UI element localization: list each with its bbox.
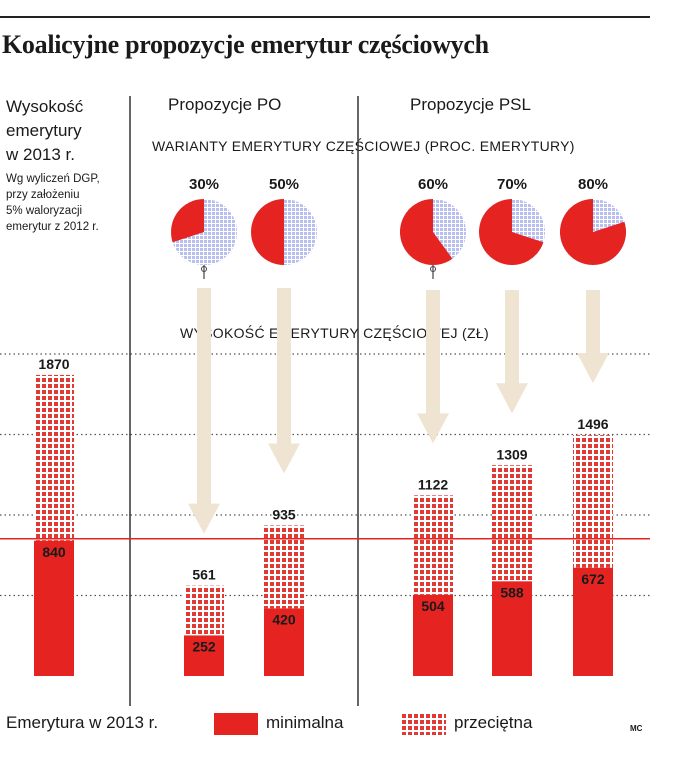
bar-minimal (264, 608, 304, 676)
grid-lines (0, 353, 650, 597)
legend-avg-label: przeciętna (454, 713, 533, 732)
left-panel-heading: Wysokość emerytury w 2013 r. (6, 97, 84, 164)
bar-label-minimal: 588 (500, 584, 524, 600)
bar-label-average: 1309 (496, 446, 527, 462)
pies (170, 199, 627, 279)
arrows (188, 288, 609, 534)
down-arrow (268, 288, 300, 474)
legend-lead: Emerytura w 2013 r. (6, 713, 159, 732)
bar-average (264, 525, 304, 609)
variants-title: WARIANTY EMERYTURY CZĘŚCIOWEJ (PROC. EME… (152, 138, 575, 154)
bar-label-average: 1122 (418, 476, 449, 492)
bar-label-average: 561 (192, 567, 216, 583)
bar-label-average: 935 (272, 506, 296, 522)
variant-pct-70: 70% (496, 176, 528, 193)
bar-labels: 1870 840 561 252 935 420 1122 504 1309 588 1496 672 (38, 356, 608, 654)
bar-label-average: 1496 (577, 416, 608, 432)
bars (34, 374, 613, 676)
chart-title: Koalicyjne propozycje emerytur częściowy… (2, 30, 489, 59)
bar-average (34, 374, 74, 541)
legend-swatch-min (214, 713, 258, 735)
pie-pin-ring (430, 266, 436, 272)
left-panel-note: Wg wyliczeń DGP, przy założeniu 5% walor… (6, 173, 100, 233)
bar-minimal (573, 567, 613, 676)
pie-slice (400, 199, 453, 265)
bar-average (413, 495, 453, 595)
section-psl-label: Propozycje PSL (410, 95, 531, 114)
bar-label-minimal: 672 (581, 571, 605, 587)
credit: MC (630, 724, 643, 733)
variant-pct-60: 60% (417, 176, 449, 193)
pie-slice (560, 199, 627, 265)
pie-pin-ring (201, 266, 207, 272)
bar-label-minimal: 840 (42, 544, 66, 560)
bar-label-minimal: 504 (421, 598, 445, 614)
down-arrow (577, 290, 609, 384)
legend-swatch-avg (402, 713, 446, 735)
variant-pct-30: 30% (188, 176, 220, 193)
variant-pct-80: 80% (577, 176, 609, 193)
legend-min-label: minimalna (266, 713, 344, 732)
bar-average (573, 435, 613, 568)
bar-average (492, 465, 532, 582)
amount-title: WYSOKOŚĆ EMERYTURY CZĘŚCIOWEJ (ZŁ) (180, 325, 489, 341)
bar-label-minimal: 252 (192, 638, 216, 654)
bar-minimal (184, 635, 224, 676)
down-arrow (188, 288, 220, 534)
pie-slice (251, 199, 284, 265)
pie-slice (479, 199, 544, 265)
pie-slice (170, 199, 204, 243)
bar-minimal (492, 581, 532, 676)
variant-pct-50: 50% (268, 176, 300, 193)
top-rule (0, 16, 650, 18)
bar-label-average: 1870 (38, 356, 69, 372)
bar-minimal (413, 594, 453, 676)
bar-average (184, 585, 224, 636)
bar-minimal (34, 540, 74, 676)
bar-label-minimal: 420 (272, 611, 296, 627)
down-arrow (496, 290, 528, 414)
down-arrow (417, 290, 449, 444)
section-po-label: Propozycje PO (168, 95, 282, 114)
